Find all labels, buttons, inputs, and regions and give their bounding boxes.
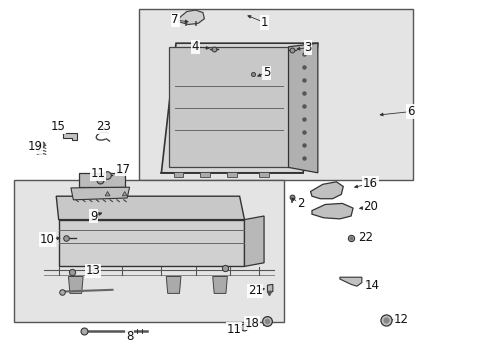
Text: 13: 13 [85,264,100,277]
Polygon shape [267,284,272,292]
Text: 5: 5 [262,66,270,79]
Polygon shape [310,182,343,199]
Polygon shape [200,172,210,177]
Text: 10: 10 [40,233,55,246]
Text: 2: 2 [296,197,304,210]
Text: 12: 12 [393,313,407,326]
Text: 23: 23 [96,120,111,133]
Text: 6: 6 [406,105,414,118]
Text: 9: 9 [90,210,98,222]
Text: 11: 11 [90,167,105,180]
Polygon shape [68,276,83,293]
Text: 22: 22 [358,231,372,244]
Text: 21: 21 [247,284,262,297]
Polygon shape [311,203,352,219]
Polygon shape [339,277,361,286]
Bar [139,9,412,180]
Polygon shape [288,43,317,173]
Polygon shape [71,187,129,200]
Polygon shape [168,47,288,167]
Polygon shape [62,133,77,140]
Polygon shape [244,216,264,266]
Text: 3: 3 [304,41,311,54]
Polygon shape [212,276,227,293]
Text: 14: 14 [365,279,379,292]
Polygon shape [56,196,244,220]
Text: 15: 15 [50,120,65,133]
Text: 20: 20 [363,201,377,213]
Text: 17: 17 [116,163,130,176]
Text: 1: 1 [260,16,267,29]
Polygon shape [79,173,124,187]
Polygon shape [122,192,127,196]
Text: 16: 16 [363,177,377,190]
Text: 11: 11 [226,323,241,336]
Polygon shape [227,172,237,177]
Polygon shape [173,172,183,177]
Text: 19: 19 [28,140,42,153]
Polygon shape [59,220,244,266]
Polygon shape [178,10,204,24]
Text: 4: 4 [191,40,199,53]
Polygon shape [161,43,317,173]
Polygon shape [259,172,268,177]
Text: 8: 8 [125,330,133,343]
Text: 18: 18 [244,317,259,330]
Polygon shape [105,192,110,196]
Bar [14,180,283,322]
Polygon shape [166,276,181,293]
Text: 7: 7 [171,13,179,26]
